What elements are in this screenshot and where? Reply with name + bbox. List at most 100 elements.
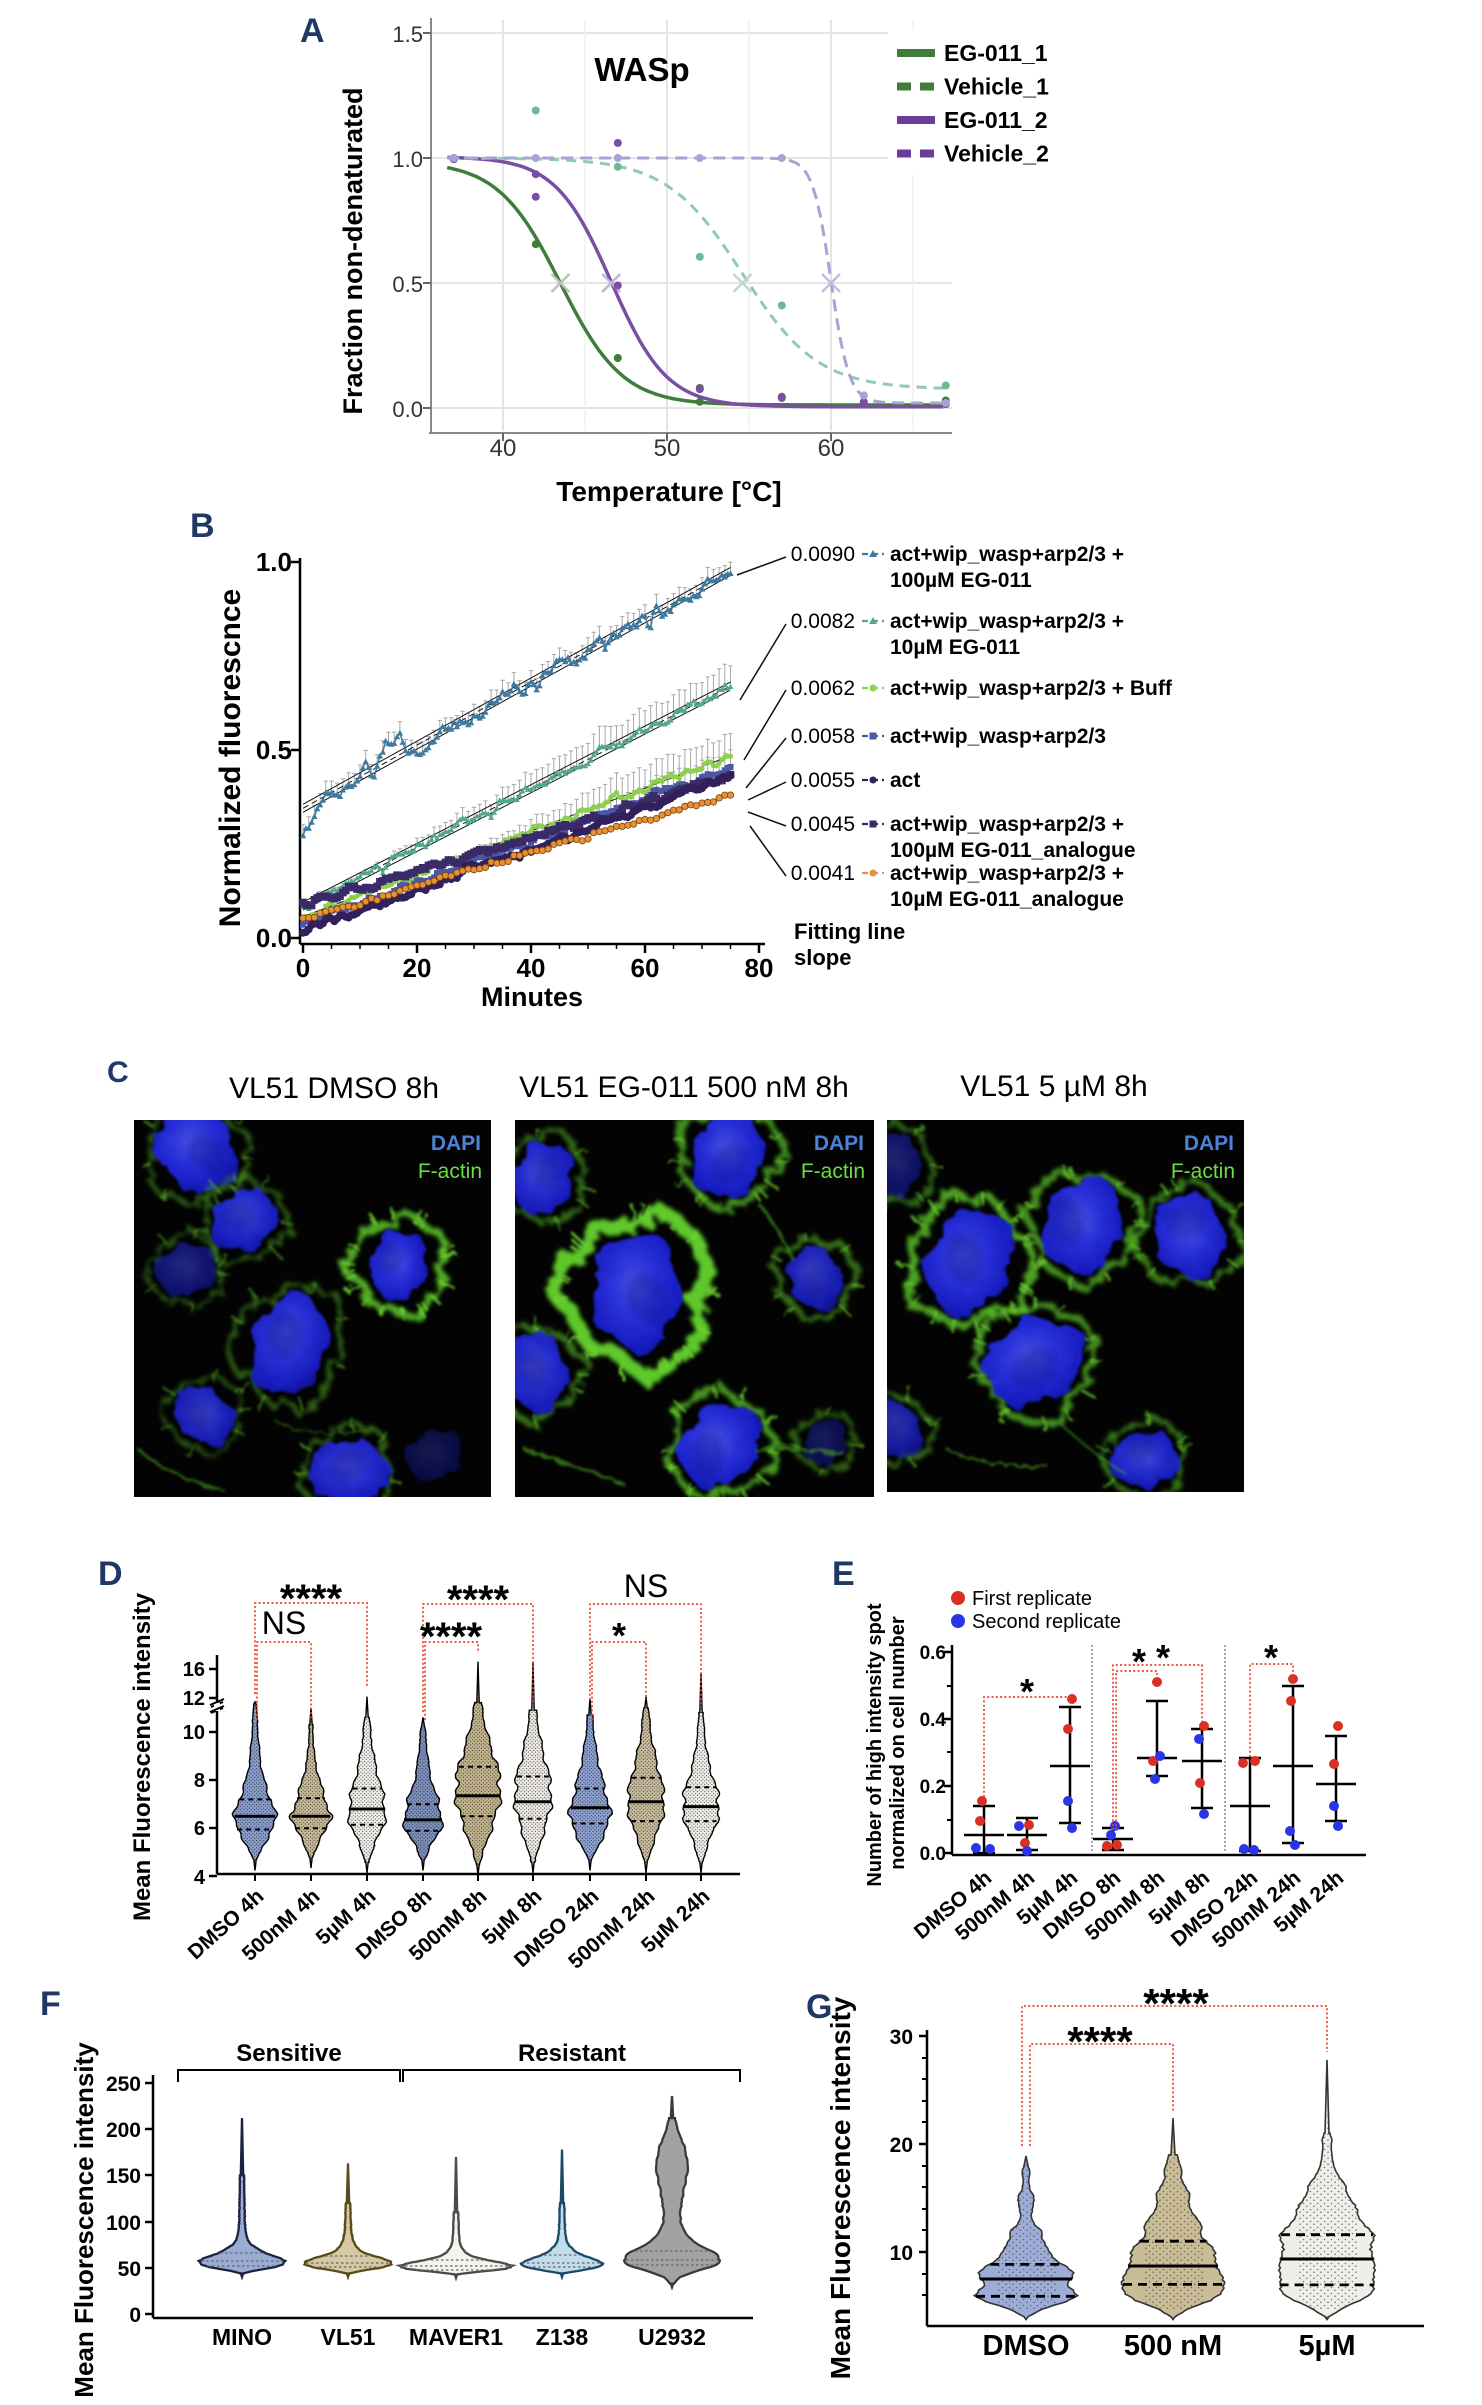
svg-text:500 nM: 500 nM (1124, 2330, 1222, 2362)
svg-text:0.0: 0.0 (256, 923, 292, 953)
svg-text:16: 16 (183, 1659, 205, 1681)
svg-text:0.5: 0.5 (392, 272, 423, 297)
svg-text:12: 12 (183, 1688, 205, 1710)
svg-text:30: 30 (890, 2026, 913, 2049)
svg-text:1.0: 1.0 (392, 147, 423, 172)
svg-text:1.0: 1.0 (256, 547, 292, 577)
svg-text:A: A (300, 12, 325, 50)
svg-text:8: 8 (194, 1770, 205, 1792)
svg-text:VL51 5 µM 8h: VL51 5 µM 8h (960, 1070, 1147, 1103)
svg-text:NS: NS (262, 1605, 306, 1641)
svg-text:act+wip_wasp+arp2/3 +: act+wip_wasp+arp2/3 + (890, 543, 1124, 566)
svg-text:VL51 EG-011 500 nM 8h: VL51 EG-011 500 nM 8h (519, 1071, 849, 1104)
svg-text:100µM EG-011_analogue: 100µM EG-011_analogue (890, 839, 1136, 862)
svg-text:10µM EG-011: 10µM EG-011 (890, 636, 1020, 659)
svg-text:act+wip_wasp+arp2/3 +: act+wip_wasp+arp2/3 + (890, 862, 1124, 885)
svg-text:Resistant: Resistant (518, 2040, 626, 2067)
svg-text:4: 4 (194, 1867, 206, 1889)
svg-text:Fraction non-denaturated: Fraction non-denaturated (338, 87, 368, 414)
svg-text:MAVER1: MAVER1 (409, 2324, 503, 2350)
svg-text:MINO: MINO (212, 2324, 272, 2350)
svg-text:VL51: VL51 (321, 2324, 376, 2350)
svg-text:****: **** (447, 1578, 510, 1622)
svg-text:*: * (612, 1615, 626, 1656)
svg-text:F-actin: F-actin (418, 1160, 482, 1183)
svg-text:DMSO: DMSO (983, 2330, 1070, 2362)
svg-text:10: 10 (890, 2242, 913, 2265)
svg-text:E: E (832, 1555, 855, 1593)
svg-text:0.6: 0.6 (920, 1643, 946, 1664)
svg-text:0.0082: 0.0082 (791, 610, 855, 633)
svg-text:Mean Fluorescence intensity: Mean Fluorescence intensity (129, 1592, 156, 1921)
svg-text:act: act (890, 769, 920, 792)
svg-text:Mean Fluorescence intensity: Mean Fluorescence intensity (825, 1996, 856, 2379)
svg-text:D: D (98, 1555, 123, 1593)
svg-text:act+wip_wasp+arp2/3: act+wip_wasp+arp2/3 (890, 725, 1106, 748)
svg-text:150: 150 (106, 2165, 141, 2188)
svg-text:50: 50 (118, 2258, 141, 2281)
svg-text:20: 20 (890, 2134, 913, 2157)
svg-text:Normalized fluorescnce: Normalized fluorescnce (214, 589, 247, 927)
svg-text:60: 60 (631, 953, 660, 983)
svg-text:DAPI: DAPI (431, 1132, 481, 1155)
svg-text:Z138: Z138 (536, 2324, 589, 2350)
svg-text:*: * (1132, 1641, 1146, 1682)
svg-text:NS: NS (624, 1568, 668, 1604)
svg-text:Fitting line: Fitting line (794, 919, 905, 944)
svg-text:0.0: 0.0 (392, 397, 423, 422)
svg-text:C: C (107, 1056, 129, 1089)
svg-text:0.0058: 0.0058 (791, 725, 855, 748)
svg-text:*: * (1156, 1637, 1170, 1678)
svg-text:Minutes: Minutes (481, 982, 583, 1012)
svg-text:F-actin: F-actin (801, 1160, 865, 1183)
svg-text:1.5: 1.5 (392, 22, 423, 47)
svg-text:0.0062: 0.0062 (791, 677, 855, 700)
svg-text:0.0041: 0.0041 (791, 862, 855, 885)
svg-text:F-actin: F-actin (1171, 1160, 1235, 1183)
svg-text:20: 20 (403, 953, 432, 983)
svg-text:0.0090: 0.0090 (791, 543, 855, 566)
svg-text:U2932: U2932 (638, 2324, 706, 2350)
svg-text:act+wip_wasp+arp2/3 +: act+wip_wasp+arp2/3 + (890, 610, 1124, 633)
svg-text:act+wip_wasp+arp2/3 + Buff: act+wip_wasp+arp2/3 + Buff (890, 677, 1173, 700)
svg-text:60: 60 (818, 435, 845, 462)
svg-text:40: 40 (490, 435, 517, 462)
svg-text:10: 10 (183, 1722, 205, 1744)
svg-text:0: 0 (296, 953, 310, 983)
svg-text:****: **** (1067, 2018, 1133, 2065)
svg-text:200: 200 (106, 2119, 141, 2142)
svg-text:G: G (806, 1988, 832, 2026)
svg-text:EG-011_2: EG-011_2 (944, 107, 1048, 133)
svg-text:Vehicle_2: Vehicle_2 (944, 141, 1049, 167)
svg-text:100: 100 (106, 2212, 141, 2235)
svg-text:DAPI: DAPI (1184, 1132, 1234, 1155)
svg-text:VL51 DMSO 8h: VL51 DMSO 8h (229, 1072, 439, 1105)
svg-text:0.0055: 0.0055 (791, 769, 855, 792)
svg-text:Mean Fluorescence intensity: Mean Fluorescence intensity (69, 2042, 99, 2398)
svg-text:0.4: 0.4 (920, 1710, 947, 1731)
svg-text:6: 6 (194, 1818, 205, 1840)
svg-text:0.0: 0.0 (920, 1844, 946, 1865)
svg-text:F: F (40, 1985, 61, 2023)
svg-text:DAPI: DAPI (814, 1132, 864, 1155)
svg-text:EG-011_1: EG-011_1 (944, 40, 1048, 66)
svg-text:50: 50 (654, 435, 681, 462)
svg-text:40: 40 (517, 953, 546, 983)
svg-text:B: B (190, 507, 215, 545)
svg-text:First replicate: First replicate (972, 1588, 1092, 1610)
svg-text:Sensitive: Sensitive (236, 2040, 341, 2067)
svg-text:5µM: 5µM (1299, 2330, 1356, 2362)
svg-text:****: **** (420, 1615, 483, 1659)
svg-text:250: 250 (106, 2073, 141, 2096)
svg-text:****: **** (280, 1577, 343, 1621)
svg-text:act+wip_wasp+arp2/3 +: act+wip_wasp+arp2/3 + (890, 813, 1124, 836)
svg-text:Number of high intensity spot: Number of high intensity spot (864, 1603, 886, 1887)
svg-text:normalized on cell number: normalized on cell number (887, 1616, 909, 1870)
svg-text:Second replicate: Second replicate (972, 1611, 1121, 1633)
svg-text:Vehicle_1: Vehicle_1 (944, 74, 1049, 100)
svg-text:*: * (1264, 1637, 1278, 1678)
svg-text:****: **** (1143, 1980, 1209, 2027)
svg-text:100µM EG-011: 100µM EG-011 (890, 569, 1032, 592)
svg-text:Temperature [°C]: Temperature [°C] (556, 476, 781, 507)
svg-text:slope: slope (794, 945, 851, 970)
